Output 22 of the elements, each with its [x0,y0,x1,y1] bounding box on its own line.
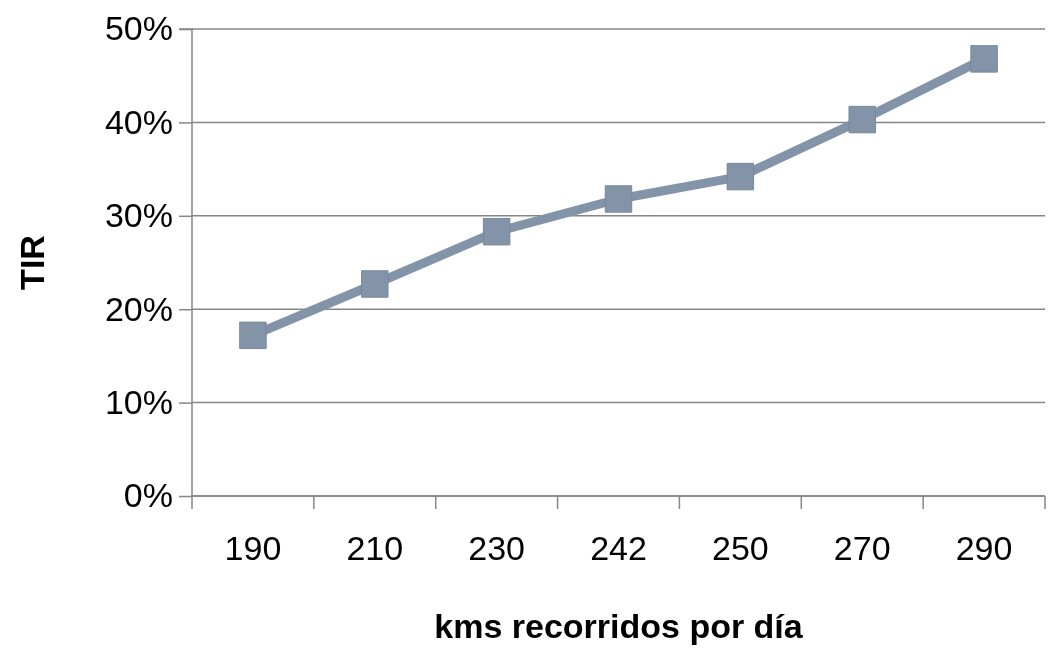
point [239,321,267,350]
y-tick-label: 50% [104,9,173,48]
point [726,162,755,191]
x-tick-label: 242 [590,529,647,568]
point [482,217,511,246]
y-tick-label: 0% [123,476,173,515]
y-tick-label: 30% [104,196,173,235]
point [848,105,876,134]
x-axis-title: kms recorridos por día [434,607,804,645]
x-tick-label: 190 [224,529,282,568]
y-axis-title: TIR [13,235,51,290]
x-tick-label: 210 [346,529,404,568]
point [970,45,998,73]
x-tick-label: 290 [955,529,1013,568]
x-tick-label: 250 [711,529,769,568]
y-tick-label: 40% [104,102,173,141]
x-tick-label: 230 [468,529,526,568]
y-tick-label: 10% [104,382,173,421]
x-tick-label: 270 [833,529,891,568]
point [361,270,389,298]
point [604,185,633,213]
y-tick-label: 20% [104,289,173,328]
